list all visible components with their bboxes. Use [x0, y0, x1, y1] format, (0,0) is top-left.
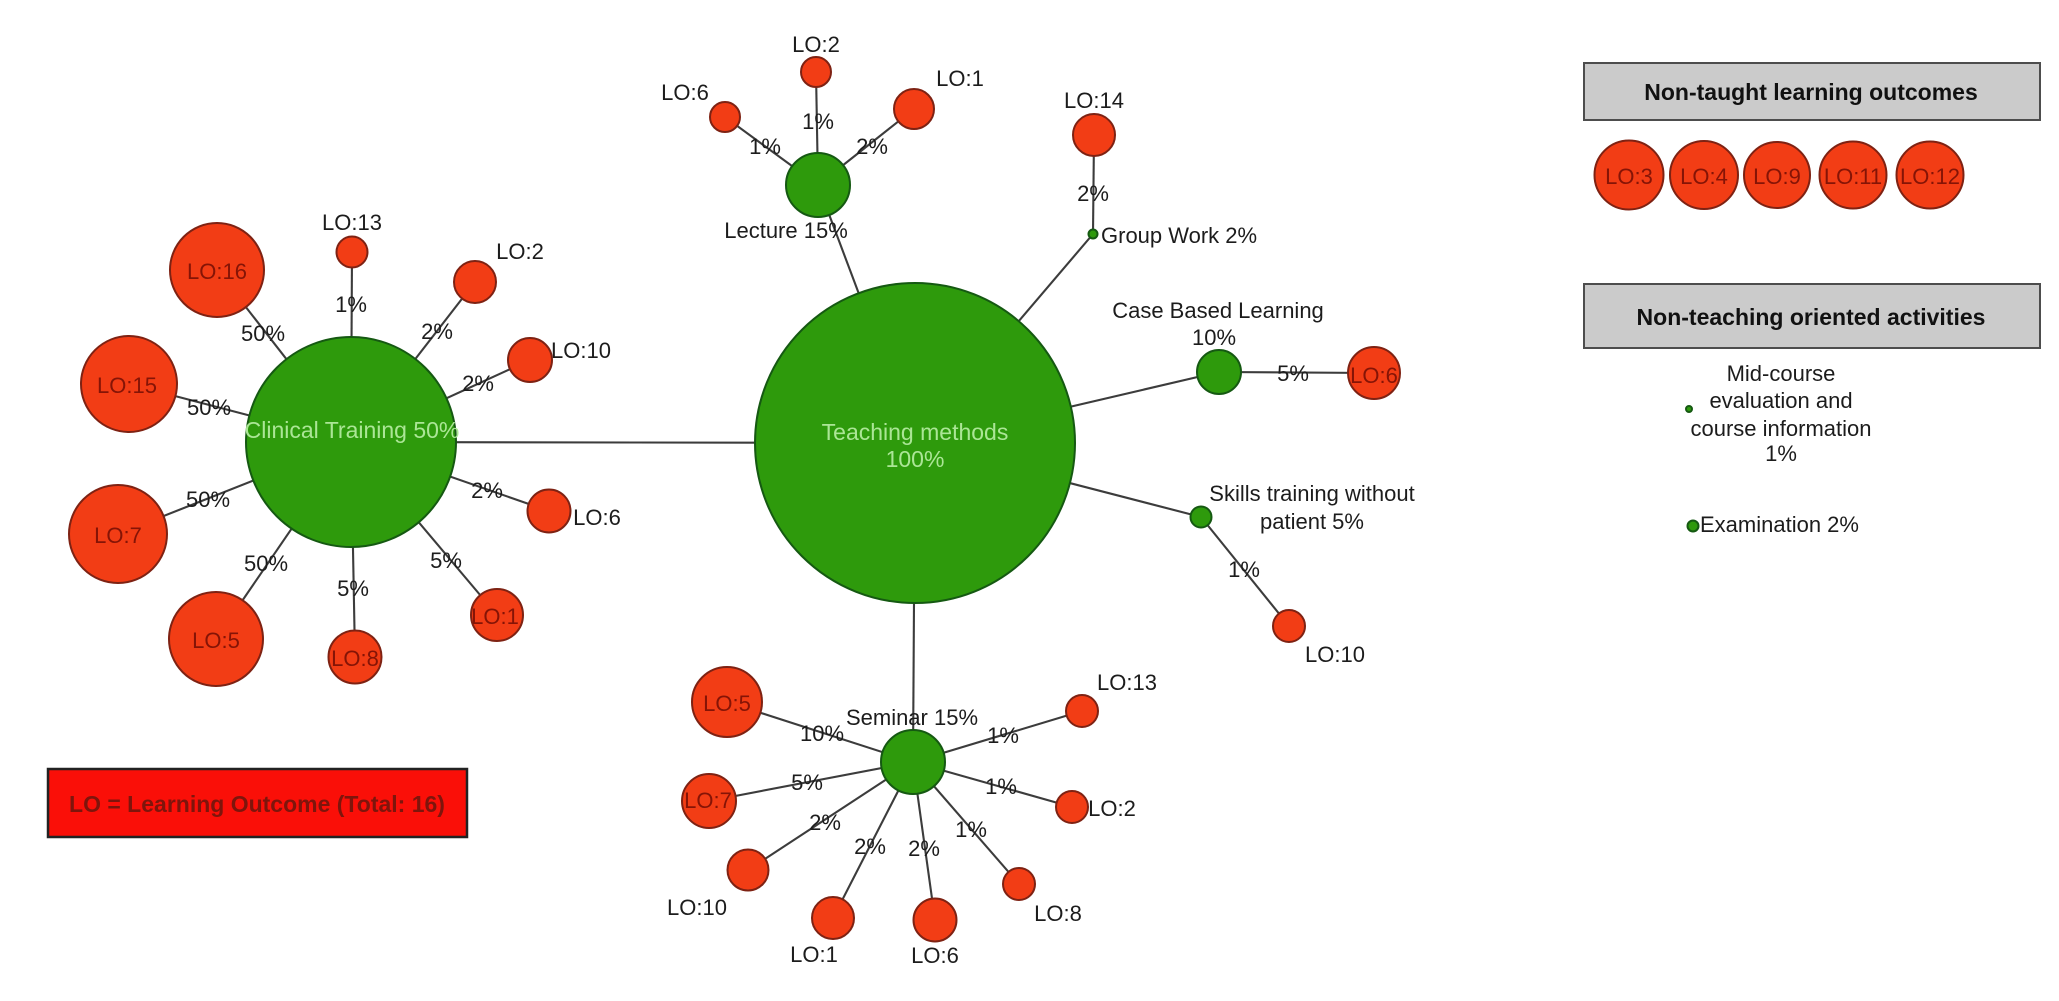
svg-text:50%: 50% [187, 395, 231, 420]
svg-text:LO:6: LO:6 [573, 505, 621, 530]
svg-text:LO:6: LO:6 [661, 80, 709, 105]
svg-text:LO = Learning Outcome (Total:: LO = Learning Outcome (Total: 16) [69, 791, 445, 817]
svg-text:evaluation and: evaluation and [1709, 388, 1852, 413]
svg-text:5%: 5% [791, 770, 823, 795]
svg-text:50%: 50% [244, 551, 288, 576]
svg-text:5%: 5% [430, 548, 462, 573]
svg-text:LO:10: LO:10 [667, 895, 727, 920]
svg-text:LO:14: LO:14 [1064, 88, 1124, 113]
svg-text:1%: 1% [802, 109, 834, 134]
svg-text:LO:8: LO:8 [331, 646, 379, 671]
svg-text:1%: 1% [335, 292, 367, 317]
svg-text:Group Work 2%: Group Work 2% [1101, 223, 1257, 248]
svg-text:Mid-course: Mid-course [1727, 361, 1836, 386]
svg-text:LO:5: LO:5 [192, 628, 240, 653]
svg-text:2%: 2% [809, 810, 841, 835]
svg-text:LO:2: LO:2 [792, 32, 840, 57]
svg-text:LO:7: LO:7 [94, 523, 142, 548]
svg-text:10%: 10% [800, 721, 844, 746]
svg-text:LO:15: LO:15 [97, 373, 157, 398]
svg-text:patient 5%: patient 5% [1260, 509, 1364, 534]
svg-text:Clinical Training 50%: Clinical Training 50% [245, 417, 460, 443]
svg-text:Seminar 15%: Seminar 15% [846, 705, 978, 730]
svg-text:5%: 5% [1277, 361, 1309, 386]
svg-text:2%: 2% [856, 134, 888, 159]
svg-text:Teaching methods: Teaching methods [822, 419, 1009, 445]
svg-text:50%: 50% [241, 321, 285, 346]
svg-text:LO:10: LO:10 [1305, 642, 1365, 667]
svg-text:LO:13: LO:13 [1097, 670, 1157, 695]
svg-text:50%: 50% [186, 487, 230, 512]
svg-text:Non-taught learning outcomes: Non-taught learning outcomes [1644, 79, 1978, 105]
svg-text:Lecture 15%: Lecture 15% [724, 218, 848, 243]
svg-text:5%: 5% [337, 576, 369, 601]
svg-text:10%: 10% [1192, 325, 1236, 350]
svg-text:LO:1: LO:1 [790, 942, 838, 967]
svg-text:LO:3: LO:3 [1605, 164, 1653, 189]
svg-text:LO:1: LO:1 [936, 66, 984, 91]
svg-text:1%: 1% [749, 134, 781, 159]
svg-text:LO:10: LO:10 [551, 338, 611, 363]
svg-text:2%: 2% [462, 371, 494, 396]
svg-text:1%: 1% [1765, 441, 1797, 466]
svg-text:course information: course information [1691, 416, 1872, 441]
svg-text:Case Based Learning: Case Based Learning [1112, 298, 1324, 323]
svg-text:2%: 2% [854, 834, 886, 859]
svg-text:2%: 2% [1077, 181, 1109, 206]
svg-text:LO:4: LO:4 [1680, 164, 1728, 189]
svg-text:2%: 2% [471, 478, 503, 503]
svg-text:LO:2: LO:2 [496, 239, 544, 264]
svg-text:LO:6: LO:6 [911, 943, 959, 968]
svg-text:LO:6: LO:6 [1350, 363, 1398, 388]
svg-text:LO:8: LO:8 [1034, 901, 1082, 926]
svg-text:1%: 1% [955, 817, 987, 842]
svg-text:LO:13: LO:13 [322, 210, 382, 235]
svg-text:LO:2: LO:2 [1088, 796, 1136, 821]
svg-text:LO:5: LO:5 [703, 691, 751, 716]
svg-text:Non-teaching oriented activiti: Non-teaching oriented activities [1637, 304, 1986, 330]
svg-text:1%: 1% [987, 723, 1019, 748]
svg-text:1%: 1% [985, 774, 1017, 799]
svg-text:LO:1: LO:1 [471, 604, 519, 629]
svg-text:2%: 2% [908, 836, 940, 861]
svg-text:LO:7: LO:7 [684, 788, 732, 813]
svg-text:2%: 2% [421, 319, 453, 344]
svg-text:1%: 1% [1228, 557, 1260, 582]
svg-text:LO:9: LO:9 [1753, 164, 1801, 189]
svg-text:LO:12: LO:12 [1900, 164, 1960, 189]
svg-text:100%: 100% [886, 446, 945, 472]
svg-text:LO:16: LO:16 [187, 259, 247, 284]
svg-text:LO:11: LO:11 [1824, 164, 1882, 189]
svg-text:Skills training without: Skills training without [1209, 481, 1414, 506]
svg-text:Examination 2%: Examination 2% [1700, 512, 1859, 537]
